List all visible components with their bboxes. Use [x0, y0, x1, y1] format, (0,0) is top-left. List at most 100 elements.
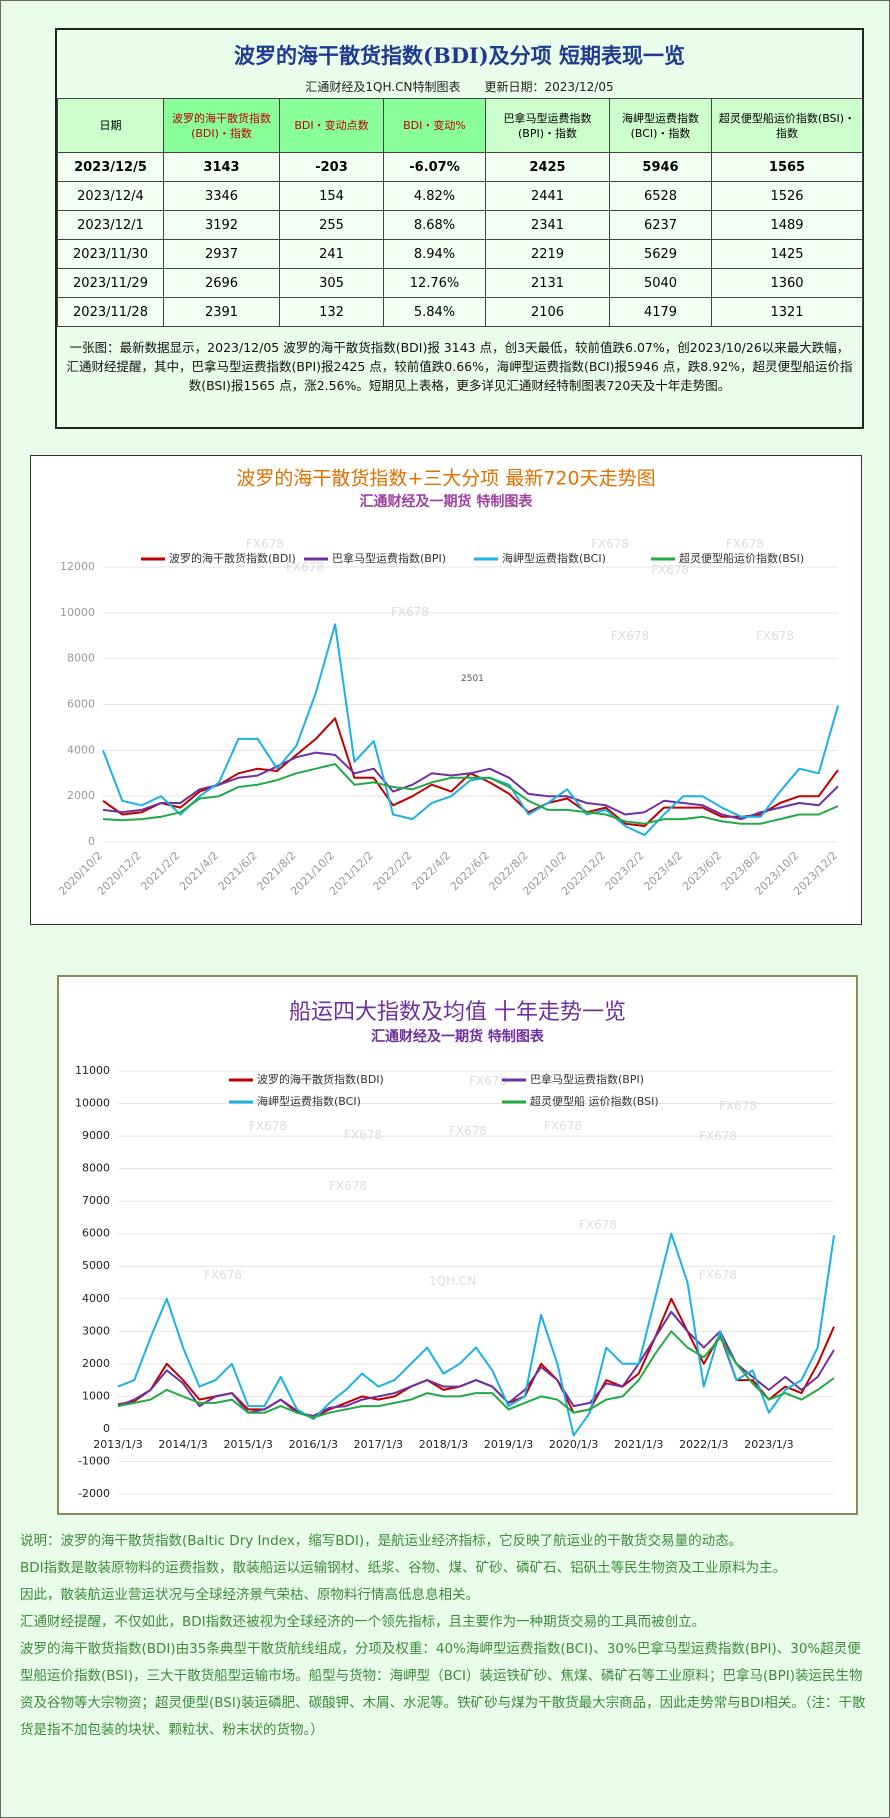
x-tick-label: 2020/1/3 — [549, 1438, 598, 1451]
legend-label: 超灵便型船 运价指数(BSI) — [530, 1094, 659, 1108]
table-cell: 8.94% — [383, 239, 486, 269]
x-tick-label: 2021/2/2 — [138, 849, 182, 893]
watermark: FX678 — [204, 1268, 242, 1282]
legend-label: 巴拿马型运费指数(BPI) — [530, 1072, 644, 1086]
header-cell: BDI・变动% — [383, 98, 486, 153]
header-cell: 超灵便型船运价指数(BSI)・指数 — [711, 98, 863, 153]
series-line — [102, 763, 839, 825]
y-tick-label: 0 — [103, 1422, 110, 1435]
series-line — [117, 1232, 835, 1437]
x-tick-label: 2022/4/2 — [409, 849, 453, 893]
series-line — [102, 751, 839, 821]
y-tick-label: 2000 — [67, 789, 95, 802]
watermark: FX678 — [719, 1099, 757, 1113]
x-tick-label: 2021/6/2 — [216, 849, 260, 893]
y-tick-label: 5000 — [82, 1259, 110, 1272]
chart-title: 船运四大指数及均值 十年走势一览 — [289, 1000, 626, 1025]
chart-subtitle: 汇通财经及一期货 特制图表 — [371, 1028, 545, 1045]
table-cell: 5946 — [609, 152, 712, 182]
x-tick-label: 2023/4/2 — [641, 849, 685, 893]
note-line: 因此，散装航运业营运状况与全球经济景气荣枯、原物料行情高低息息相关。 — [20, 1587, 479, 1603]
table-cell: 6528 — [609, 181, 712, 211]
y-tick-label: 0 — [88, 835, 95, 848]
y-tick-label: 1000 — [82, 1389, 110, 1402]
y-tick-label: 6000 — [67, 698, 95, 711]
table-subtitle: 汇通财经及1QH.CN特制图表 更新日期：2023/12/05 — [57, 78, 862, 95]
table-cell: 154 — [279, 181, 384, 211]
note-line: 波罗的海干散货指数(BDI)由35条典型干散货航线组成，分项及权重：40%海岬型… — [20, 1641, 866, 1738]
table-cell: 255 — [279, 210, 384, 240]
table-row: 2023/11/30 2937 241 8.94% 2219 5629 1425 — [57, 239, 863, 269]
watermark: FX678 — [449, 1124, 487, 1138]
header-cell: 巴拿马型运费指数(BPI)・指数 — [485, 98, 610, 153]
header-row: 日期 波罗的海干散货指数(BDI)・指数 BDI・变动点数 BDI・变动% 巴拿马型运费… — [57, 98, 863, 153]
x-tick-label: 2022/1/3 — [679, 1438, 728, 1451]
y-tick-label: 2000 — [82, 1357, 110, 1370]
table-cell: 241 — [279, 239, 384, 269]
watermark: FX678 — [756, 629, 794, 643]
watermark: FX678 — [651, 563, 689, 577]
summary-text: 一张图：最新数据显示，2023/12/05 波罗的海干散货指数(BDI)报 31… — [66, 340, 853, 393]
y-tick-label: 10000 — [60, 606, 95, 619]
summary-table-box: 波罗的海干散货指数(BDI)及分项 短期表现一览 汇通财经及1QH.CN特制图表… — [55, 28, 864, 429]
table-cell: 3346 — [163, 181, 280, 211]
legend-label: 巴拿马型运费指数(BPI) — [332, 551, 446, 565]
table-cell: 1321 — [711, 297, 863, 327]
table-cell: 2937 — [163, 239, 280, 269]
watermark: FX678 — [344, 1128, 382, 1142]
x-tick-label: 2018/1/3 — [419, 1438, 468, 1451]
watermark: FX678 — [544, 1119, 582, 1133]
table-cell: 5629 — [609, 239, 712, 269]
table-row: 2023/12/5 3143 -203 -6.07% 2425 5946 1565 — [57, 152, 863, 182]
table-cell: 1425 — [711, 239, 863, 269]
watermark: FX678 — [611, 629, 649, 643]
table-cell: 3143 — [163, 152, 280, 182]
table-cell: 2341 — [485, 210, 610, 240]
y-tick-label: 9000 — [82, 1129, 110, 1142]
table-cell: 2441 — [485, 181, 610, 211]
y-tick-label: -2000 — [78, 1487, 110, 1500]
note-line: 汇通财经提醒，不仅如此，BDI指数还被视为全球经济的一个领先指标，且主要作为一种… — [20, 1614, 706, 1630]
table-cell: 3192 — [163, 210, 280, 240]
data-table: 日期 波罗的海干散货指数(BDI)・指数 BDI・变动点数 BDI・变动% 巴拿马型运费… — [57, 98, 863, 327]
watermark: FX678 — [579, 1218, 617, 1232]
x-tick-label: 2022/6/2 — [448, 849, 492, 893]
series-line — [102, 623, 839, 837]
table-cell: 2425 — [485, 152, 610, 182]
table-cell: 2696 — [163, 268, 280, 298]
x-tick-label: 2014/1/3 — [158, 1438, 207, 1451]
table-cell: 1565 — [711, 152, 863, 182]
watermark: FX678 — [699, 1268, 737, 1282]
legend-label: 超灵便型船运价指数(BSI) — [679, 551, 804, 565]
watermark: FX678 — [329, 1179, 367, 1193]
x-tick-label: 2017/1/3 — [354, 1438, 403, 1451]
update-date: 更新日期：2023/12/05 — [484, 80, 614, 94]
table-cell: 1489 — [711, 210, 863, 240]
table-cell: 1526 — [711, 181, 863, 211]
watermark: FX678 — [391, 605, 429, 619]
y-tick-label: 3000 — [82, 1324, 110, 1337]
x-tick-label: 2019/1/3 — [484, 1438, 533, 1451]
table-cell: 4.82% — [383, 181, 486, 211]
y-tick-label: 4000 — [67, 743, 95, 756]
chart-subtitle: 汇通财经及一期货 特制图表 — [360, 493, 534, 510]
table-cell: 2131 — [485, 268, 610, 298]
table-cell: 1360 — [711, 268, 863, 298]
x-tick-label: 2021/1/3 — [614, 1438, 663, 1451]
table-cell: 305 — [279, 268, 384, 298]
table-cell: -203 — [279, 152, 384, 182]
table-cell: 2023/11/30 — [57, 239, 164, 269]
watermark: FX678 — [246, 537, 284, 551]
y-tick-label: 6000 — [82, 1227, 110, 1240]
x-tick-label: 2016/1/3 — [289, 1438, 338, 1451]
watermark: FX678 — [726, 537, 764, 551]
x-tick-label: 2015/1/3 — [223, 1438, 272, 1451]
table-cell: 2023/12/4 — [57, 181, 164, 211]
watermark: 1QH.CN — [429, 1274, 476, 1288]
x-tick-label: 2023/1/3 — [744, 1438, 793, 1451]
table-cell: 2023/12/1 — [57, 210, 164, 240]
legend-label: 海岬型运费指数(BCI) — [502, 551, 606, 565]
y-tick-label: 11000 — [75, 1064, 110, 1077]
table-cell: 2391 — [163, 297, 280, 327]
